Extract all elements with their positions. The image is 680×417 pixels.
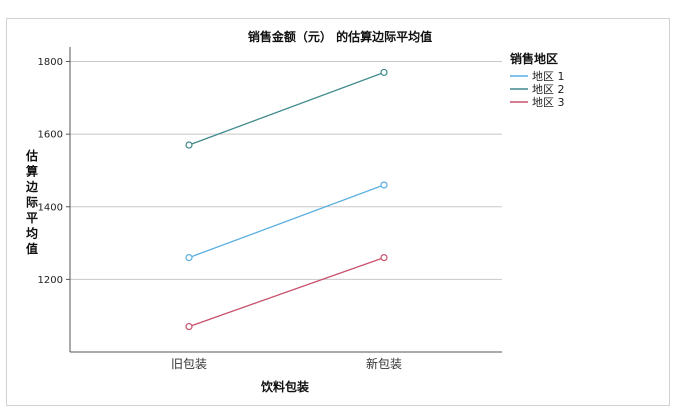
x-category-label: 旧包装 [171, 357, 207, 371]
y-axis-title-char: 估 [25, 148, 38, 163]
y-axis-title-char: 际 [26, 196, 38, 210]
y-axis-title-char: 边 [25, 179, 39, 194]
series-line [188, 71, 385, 146]
data-point [185, 253, 193, 262]
data-point [185, 141, 193, 149]
x-category-label: 新包装 [366, 356, 402, 371]
chart-frame [6, 18, 670, 406]
legend-label: 地区 2 [532, 83, 565, 96]
legend-label: 地区 3 [532, 96, 565, 109]
y-axis-title-char: 均 [26, 226, 38, 241]
series-line [188, 256, 385, 328]
legend-title: 销售地区 [510, 51, 558, 66]
x-category-labels: 旧包装 新包装 [171, 356, 402, 371]
legend: 地区 1地区 2地区 3 [510, 70, 565, 109]
legend-label: 地区 1 [532, 70, 565, 83]
chart-title: 销售金额（元） 的估算边际平均值 [248, 29, 432, 44]
y-tick-label: 1200 [38, 275, 63, 286]
y-axis-title-char: 值 [26, 241, 38, 256]
data-point [380, 68, 388, 77]
y-tick-label: 1800 [38, 57, 63, 68]
y-axis-title-char: 算 [26, 164, 38, 179]
data-point [380, 253, 388, 262]
gridlines [66, 61, 502, 280]
data-point [380, 181, 388, 189]
data-point [185, 322, 193, 331]
x-axis-title: 饮料包装 [260, 379, 309, 394]
series-lines [185, 68, 388, 331]
y-axis-title: 估算边际平均值 [25, 148, 39, 256]
y-tick-labels: 1200 1400 1600 1800 [38, 57, 63, 286]
y-tick-label: 1600 [38, 130, 63, 141]
y-axis-title-char: 平 [26, 211, 38, 225]
y-tick-label: 1400 [38, 202, 63, 213]
series-line [188, 184, 385, 259]
